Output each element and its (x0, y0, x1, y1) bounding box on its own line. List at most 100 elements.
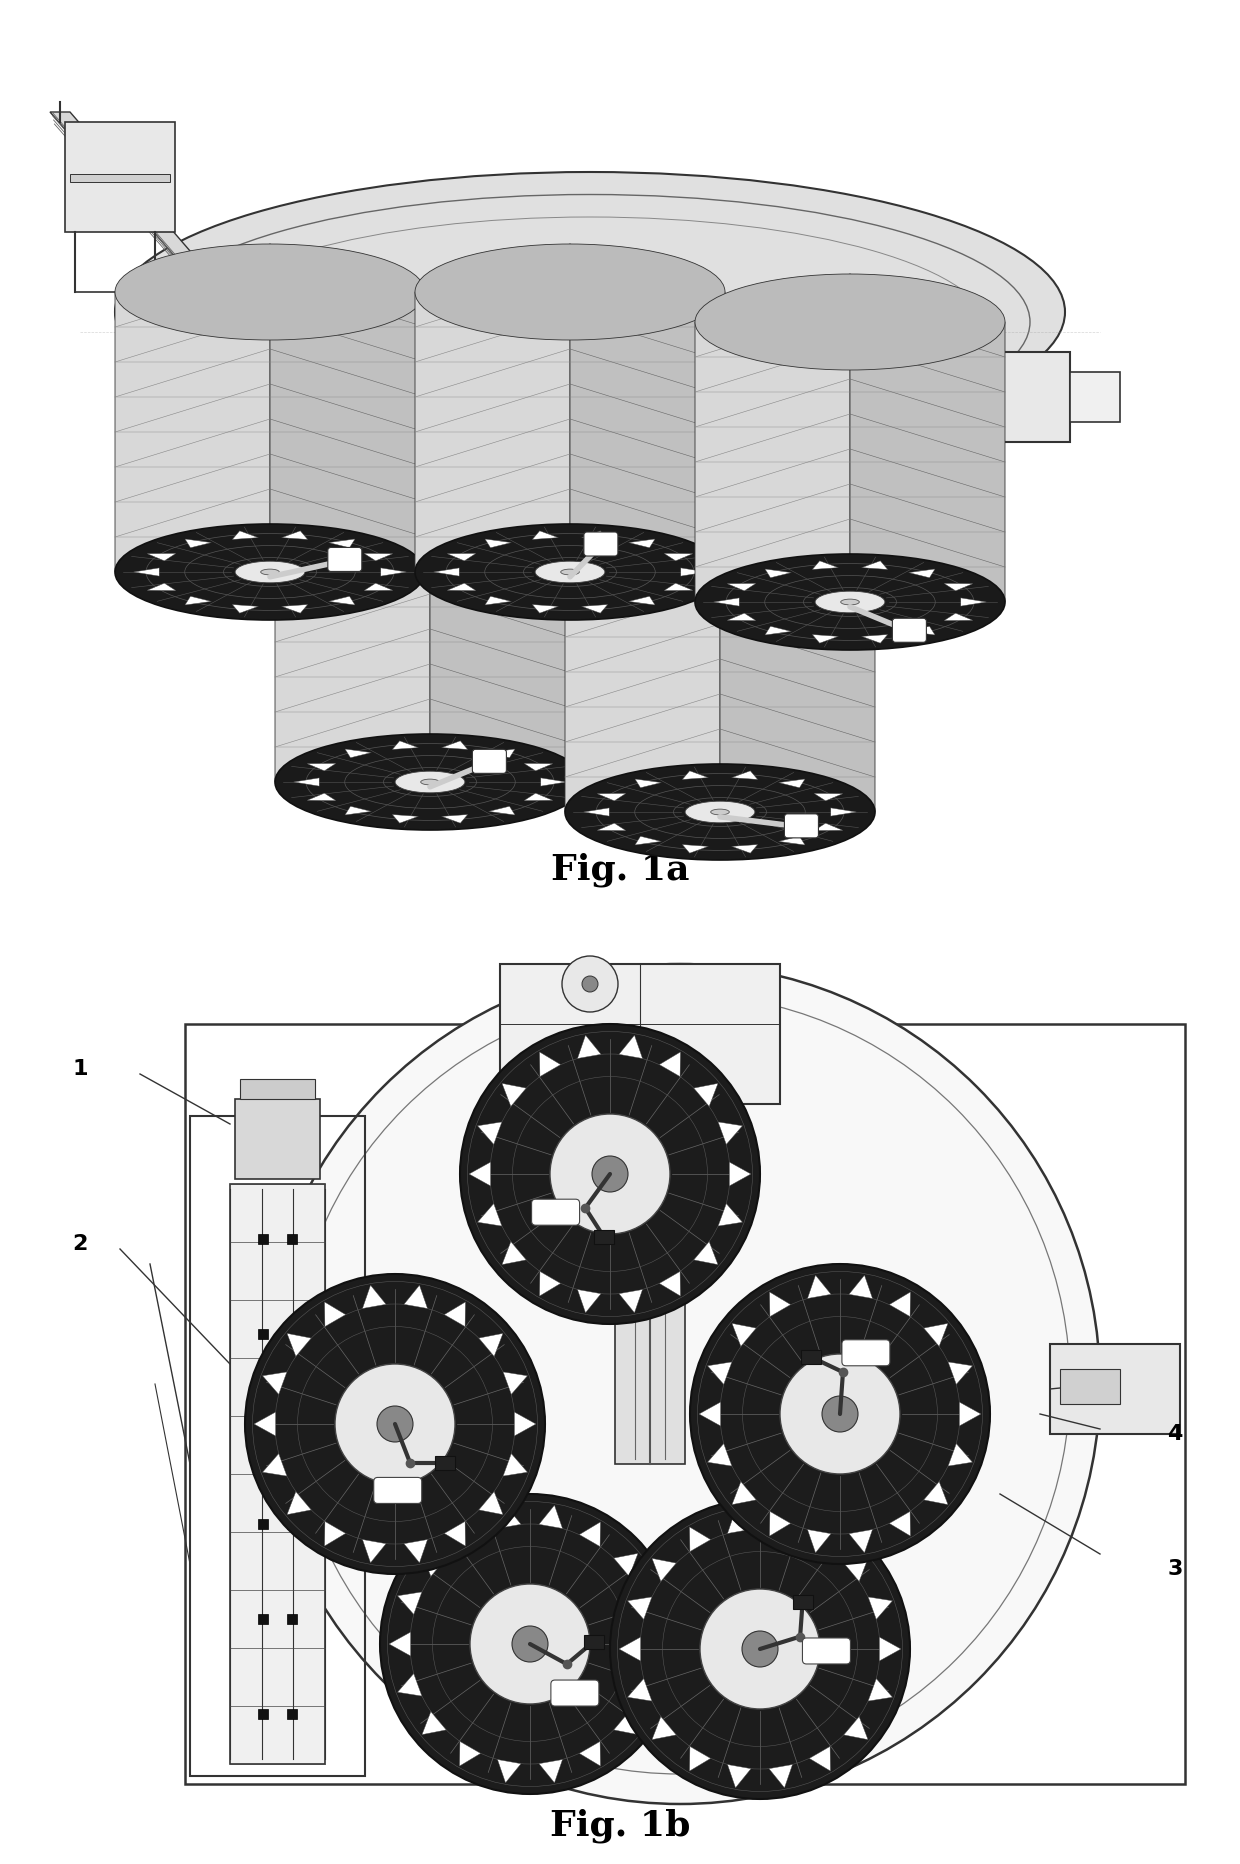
Ellipse shape (275, 734, 585, 829)
Polygon shape (849, 274, 1004, 602)
Polygon shape (392, 740, 418, 749)
Polygon shape (281, 531, 308, 539)
Polygon shape (578, 1290, 601, 1312)
Polygon shape (441, 740, 467, 749)
Polygon shape (134, 569, 159, 576)
Polygon shape (477, 1204, 502, 1227)
Polygon shape (728, 1765, 751, 1788)
Polygon shape (879, 1637, 901, 1661)
Polygon shape (422, 1553, 446, 1577)
Polygon shape (708, 1443, 732, 1467)
Polygon shape (718, 1204, 743, 1227)
Polygon shape (889, 1512, 910, 1536)
Polygon shape (627, 1597, 652, 1620)
Polygon shape (849, 1275, 873, 1299)
Polygon shape (485, 539, 511, 548)
FancyBboxPatch shape (785, 815, 818, 839)
Polygon shape (769, 1510, 792, 1534)
Bar (286, 1424, 296, 1433)
Polygon shape (868, 1679, 893, 1702)
Text: Fig. 1b: Fig. 1b (549, 1808, 691, 1843)
Polygon shape (944, 613, 973, 621)
Polygon shape (862, 561, 888, 570)
Polygon shape (365, 583, 393, 591)
Circle shape (379, 1495, 680, 1793)
Ellipse shape (115, 244, 425, 339)
Ellipse shape (236, 561, 305, 583)
Polygon shape (584, 807, 609, 816)
Polygon shape (960, 1402, 981, 1426)
Ellipse shape (260, 569, 279, 574)
Polygon shape (392, 815, 418, 824)
Polygon shape (541, 777, 567, 787)
Polygon shape (477, 1122, 502, 1144)
Polygon shape (185, 596, 211, 606)
Polygon shape (598, 824, 626, 831)
Polygon shape (909, 569, 935, 578)
Polygon shape (570, 244, 725, 572)
Bar (258, 1709, 268, 1719)
Ellipse shape (415, 244, 725, 339)
Polygon shape (665, 554, 693, 561)
Polygon shape (582, 604, 608, 613)
Polygon shape (614, 1711, 639, 1735)
Polygon shape (275, 455, 430, 783)
Polygon shape (185, 539, 211, 548)
Polygon shape (294, 777, 319, 787)
Polygon shape (325, 1521, 346, 1545)
Polygon shape (843, 1558, 868, 1581)
Polygon shape (232, 531, 258, 539)
Polygon shape (148, 583, 176, 591)
Polygon shape (582, 531, 608, 539)
Bar (69, 173, 170, 183)
Circle shape (246, 1273, 546, 1573)
Polygon shape (115, 244, 270, 572)
Ellipse shape (536, 561, 605, 583)
Polygon shape (448, 554, 476, 561)
Polygon shape (254, 1413, 275, 1435)
Circle shape (562, 956, 618, 1012)
Polygon shape (286, 1491, 311, 1515)
Polygon shape (868, 1597, 893, 1620)
Ellipse shape (560, 569, 579, 574)
Polygon shape (627, 1679, 652, 1702)
Polygon shape (485, 596, 511, 606)
Polygon shape (448, 583, 476, 591)
Polygon shape (619, 1290, 642, 1312)
Bar (1070, 373, 1120, 421)
Polygon shape (345, 749, 371, 759)
Polygon shape (489, 807, 515, 815)
Polygon shape (629, 539, 655, 548)
Ellipse shape (396, 772, 465, 792)
Polygon shape (502, 1083, 526, 1107)
Circle shape (701, 1588, 820, 1709)
Polygon shape (579, 1521, 600, 1547)
Ellipse shape (115, 524, 425, 621)
Polygon shape (694, 274, 849, 602)
FancyBboxPatch shape (373, 1478, 422, 1504)
Polygon shape (578, 1035, 601, 1059)
Polygon shape (944, 583, 973, 591)
Polygon shape (525, 764, 553, 772)
Polygon shape (404, 1284, 428, 1309)
Circle shape (335, 1364, 455, 1484)
Polygon shape (652, 1558, 676, 1581)
Ellipse shape (420, 779, 439, 785)
Ellipse shape (115, 171, 1065, 451)
Polygon shape (404, 1540, 428, 1562)
Circle shape (260, 964, 1100, 1804)
Polygon shape (765, 626, 791, 636)
Polygon shape (635, 779, 661, 788)
Polygon shape (770, 1292, 791, 1316)
Polygon shape (460, 1741, 481, 1765)
Polygon shape (579, 1741, 600, 1765)
Ellipse shape (694, 554, 1004, 651)
Bar (190, 1117, 365, 1776)
Bar (940, 352, 1070, 442)
Polygon shape (434, 569, 459, 576)
Text: 4: 4 (1167, 1424, 1183, 1445)
Polygon shape (924, 1323, 949, 1346)
Polygon shape (148, 554, 176, 561)
Bar (286, 1614, 296, 1624)
Polygon shape (807, 1530, 831, 1553)
